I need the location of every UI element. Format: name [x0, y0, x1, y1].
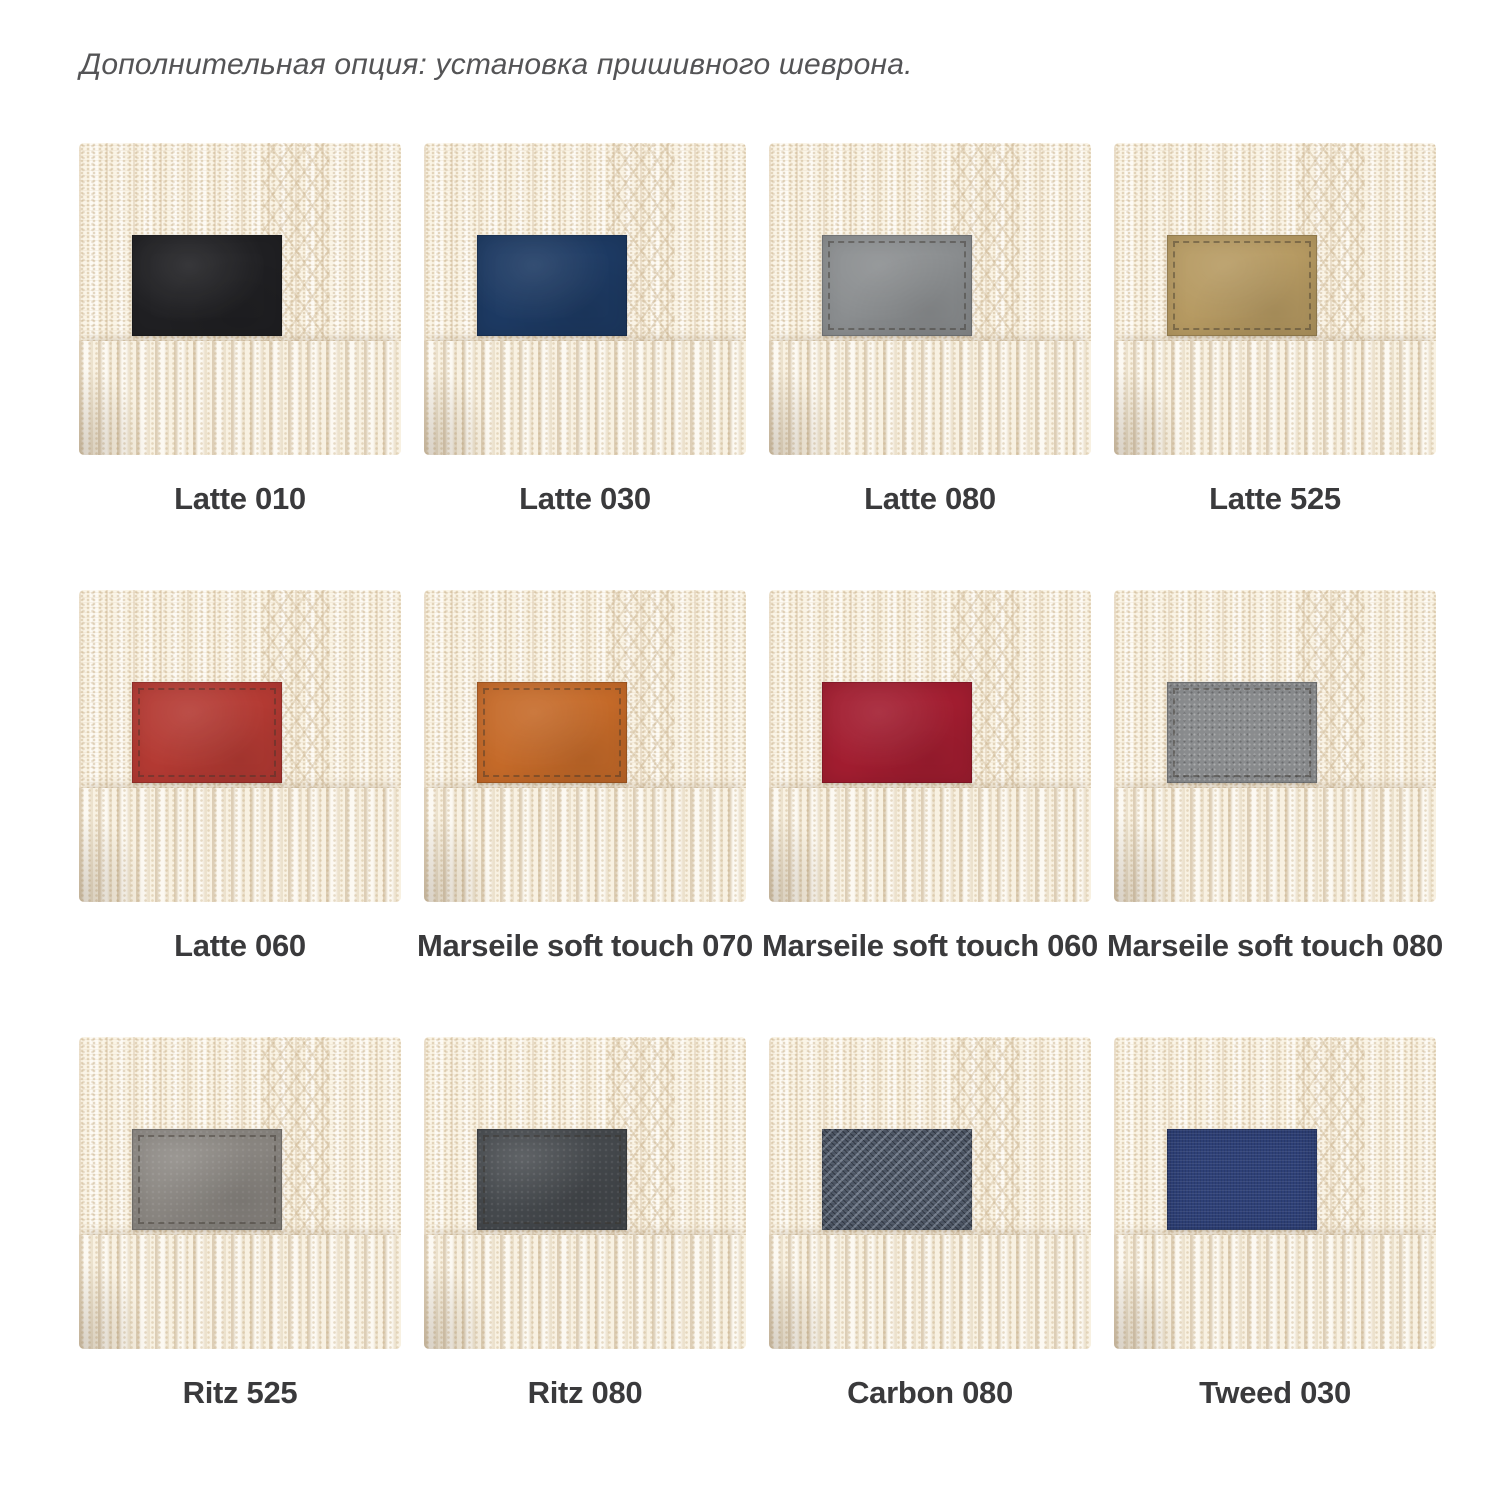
swatch-cell: Latte 060: [75, 590, 405, 1037]
swatch-label: Ritz 525: [182, 1375, 298, 1410]
chevron-patch: [822, 682, 972, 784]
page-title: Дополнительная опция: установка пришивно…: [80, 48, 913, 81]
blanket-photo: [424, 590, 746, 902]
blanket-photo: [424, 143, 746, 455]
swatch-cell: Latte 080: [765, 143, 1095, 590]
chevron-patch: [132, 682, 282, 784]
chevron-patch: [822, 1129, 972, 1231]
swatch-cell: Ritz 525: [75, 1037, 405, 1484]
rib-knit-texture: [79, 788, 401, 902]
blanket-photo: [1114, 1037, 1436, 1349]
chevron-patch: [822, 235, 972, 337]
blanket-photo: [769, 590, 1091, 902]
blanket-photo: [79, 143, 401, 455]
swatch-label: Latte 010: [174, 481, 306, 516]
chevron-patch: [1167, 1129, 1317, 1231]
swatch-label: Ritz 080: [527, 1375, 643, 1410]
swatch-label: Tweed 030: [1199, 1375, 1351, 1410]
blanket-photo: [769, 143, 1091, 455]
rib-knit-texture: [1114, 341, 1436, 455]
swatch-cell: Ritz 080: [420, 1037, 750, 1484]
blanket-photo: [79, 590, 401, 902]
swatch-label: Latte 080: [864, 481, 996, 516]
rib-knit-texture: [79, 341, 401, 455]
chevron-patch: [132, 1129, 282, 1231]
swatch-cell: Marseile soft touch 060: [762, 590, 1098, 1037]
swatch-cell: Latte 010: [75, 143, 405, 590]
swatch-label: Latte 030: [519, 481, 651, 516]
rib-knit-texture: [769, 341, 1091, 455]
blanket-photo: [79, 1037, 401, 1349]
blanket-photo: [424, 1037, 746, 1349]
swatch-cell: Marseile soft touch 070: [417, 590, 753, 1037]
swatch-cell: Latte 030: [420, 143, 750, 590]
rib-knit-texture: [1114, 1235, 1436, 1349]
swatch-cell: Carbon 080: [765, 1037, 1095, 1484]
rib-knit-texture: [769, 1235, 1091, 1349]
swatch-cell: Latte 525: [1110, 143, 1440, 590]
chevron-patch: [477, 682, 627, 784]
swatch-cell: Marseile soft touch 080: [1107, 590, 1443, 1037]
chevron-patch: [1167, 235, 1317, 337]
blanket-photo: [1114, 143, 1436, 455]
chevron-patch: [132, 235, 282, 337]
chevron-patch: [1167, 682, 1317, 784]
swatch-cell: Tweed 030: [1110, 1037, 1440, 1484]
rib-knit-texture: [769, 788, 1091, 902]
swatch-label: Marseile soft touch 070: [417, 928, 753, 963]
rib-knit-texture: [424, 341, 746, 455]
blanket-photo: [1114, 590, 1436, 902]
rib-knit-texture: [1114, 788, 1436, 902]
rib-knit-texture: [79, 1235, 401, 1349]
chevron-patch: [477, 1129, 627, 1231]
chevron-patch: [477, 235, 627, 337]
rib-knit-texture: [424, 788, 746, 902]
swatch-label: Marseile soft touch 060: [762, 928, 1098, 963]
swatch-grid: Latte 010 Latte 030 Latte 080: [75, 143, 1443, 1484]
swatch-label: Carbon 080: [847, 1375, 1013, 1410]
swatch-label: Latte 060: [174, 928, 306, 963]
rib-knit-texture: [424, 1235, 746, 1349]
blanket-photo: [769, 1037, 1091, 1349]
swatch-label: Marseile soft touch 080: [1107, 928, 1443, 963]
swatch-label: Latte 525: [1209, 481, 1341, 516]
